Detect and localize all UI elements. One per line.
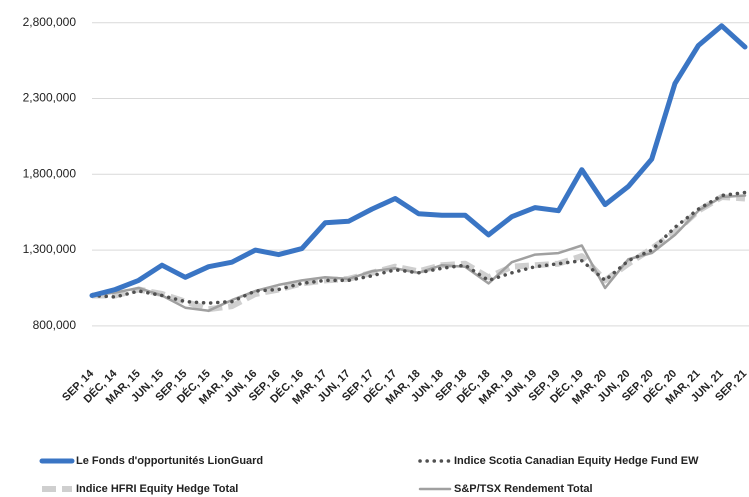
y-tick-label: 1,800,000 <box>23 166 77 180</box>
legend-label: S&P/TSX Rendement Total <box>454 483 593 495</box>
legend-label: Le Fonds d'opportunités LionGuard <box>76 455 263 467</box>
y-tick-label: 2,800,000 <box>23 15 77 29</box>
y-tick-label: 2,300,000 <box>23 91 77 105</box>
series-line <box>90 190 747 305</box>
series-line <box>92 194 746 313</box>
series-line <box>89 23 748 298</box>
legend-label: Indice Scotia Canadian Equity Hedge Fund… <box>454 455 699 467</box>
y-tick-label: 800,000 <box>33 318 77 332</box>
y-tick-label: 1,300,000 <box>23 242 77 256</box>
legend-label: Indice HFRI Equity Hedge Total <box>76 483 238 495</box>
